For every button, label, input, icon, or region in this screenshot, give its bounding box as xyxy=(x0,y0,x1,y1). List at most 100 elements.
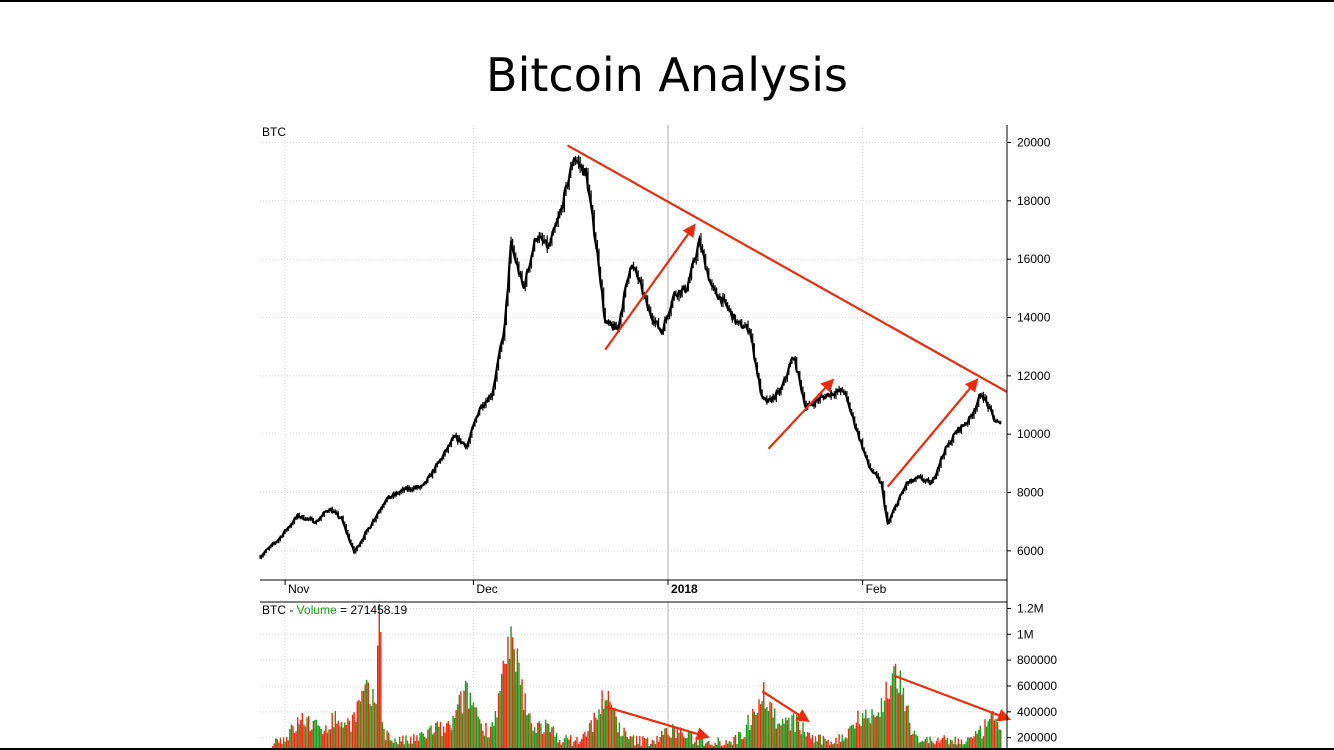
volume-bar xyxy=(670,737,672,748)
volume-bar xyxy=(373,702,376,748)
volume-bar xyxy=(766,707,768,748)
volume-bar xyxy=(537,723,539,748)
volume-bar xyxy=(692,744,694,748)
volume-bar xyxy=(554,736,556,748)
volume-bar xyxy=(879,716,881,748)
volume-bar xyxy=(643,737,646,748)
volume-bar xyxy=(952,743,955,748)
volume-bar xyxy=(577,743,580,748)
volume-bar xyxy=(708,741,710,748)
volume-bar xyxy=(405,735,407,748)
volume-bar xyxy=(428,727,431,748)
volume-bar xyxy=(910,735,912,748)
volume-bar xyxy=(844,737,847,748)
volume-bar xyxy=(480,723,482,748)
volume-bar xyxy=(278,742,280,748)
volume-bar xyxy=(850,725,853,748)
volume-bar xyxy=(817,734,820,748)
volume-bar xyxy=(725,739,727,748)
x-tick-label: Feb xyxy=(866,582,887,596)
volume-bar xyxy=(362,690,365,748)
volume-bar xyxy=(544,719,547,748)
volume-bar xyxy=(777,723,779,748)
volume-bar xyxy=(836,743,839,748)
volume-bar xyxy=(317,725,319,748)
volume-bar xyxy=(763,682,765,748)
volume-trend-arrow xyxy=(893,674,1012,722)
volume-bar xyxy=(701,737,704,748)
volume-bar xyxy=(662,734,665,748)
volume-bar xyxy=(420,731,423,748)
volume-bar xyxy=(342,727,344,748)
volume-bar xyxy=(706,741,708,748)
volume-bar xyxy=(883,700,886,748)
volume-bar xyxy=(339,726,341,748)
volume-bar xyxy=(890,685,892,748)
volume-bar xyxy=(656,735,658,748)
volume-label-value: 271458.19 xyxy=(350,603,407,617)
volume-bar xyxy=(675,738,677,748)
volume-bar xyxy=(367,682,369,748)
volume-bar xyxy=(355,721,357,748)
volume-bar xyxy=(471,705,473,748)
volume-bar xyxy=(852,724,854,748)
volume-bar xyxy=(582,733,584,748)
volume-bar xyxy=(576,736,578,748)
volume-bar xyxy=(858,724,861,748)
volume-bar xyxy=(361,690,363,748)
volume-bar xyxy=(408,743,410,748)
volume-bar xyxy=(778,723,781,748)
volume-bar xyxy=(398,736,401,748)
volume-bar xyxy=(963,744,966,748)
annotations xyxy=(567,144,1012,741)
volume-bar xyxy=(753,711,756,748)
volume-bar xyxy=(888,699,891,748)
volume-bar xyxy=(461,713,464,748)
volume-bar xyxy=(620,736,622,748)
volume-bar xyxy=(800,734,803,748)
volume-bar xyxy=(406,740,409,748)
volume-bar xyxy=(954,736,956,748)
volume-bar xyxy=(560,744,563,748)
volume-bar xyxy=(956,744,958,748)
volume-bar xyxy=(615,716,617,748)
volume-bar xyxy=(634,745,636,748)
volume-bar xyxy=(455,710,457,748)
volume-bar xyxy=(825,741,828,748)
volume-bar xyxy=(697,745,699,748)
volume-bar xyxy=(865,709,867,748)
volume-bar xyxy=(521,679,523,748)
volume-bar xyxy=(303,724,305,748)
volume-bar xyxy=(510,626,512,748)
volume-bar xyxy=(984,719,986,748)
volume-bar xyxy=(929,736,931,748)
volume-bar xyxy=(322,734,324,748)
volume-bar xyxy=(847,728,850,748)
volume-bar xyxy=(681,732,683,748)
volume-bar xyxy=(325,725,327,748)
volume-bar xyxy=(687,730,690,748)
volume-bar xyxy=(803,732,806,748)
volume-bar xyxy=(982,736,985,748)
volume-bar xyxy=(376,645,379,748)
volume-bar xyxy=(568,739,570,748)
volume-bar xyxy=(631,736,633,748)
volume-bar xyxy=(284,741,286,748)
volume-bar xyxy=(482,730,484,748)
volume-bar xyxy=(351,714,354,748)
volume-bar xyxy=(323,730,326,748)
volume-tick-label: 1.2M xyxy=(1017,601,1044,615)
volume-bar xyxy=(334,711,337,748)
volume-bar xyxy=(726,743,729,748)
volume-bar xyxy=(802,722,804,748)
volume-bar xyxy=(945,739,947,748)
volume-bar xyxy=(397,744,399,748)
volume-bar xyxy=(562,742,564,748)
volume-bar xyxy=(486,737,489,748)
volume-bar xyxy=(395,742,398,748)
price-tick-label: 14000 xyxy=(1017,311,1051,325)
volume-bar xyxy=(403,744,406,748)
volume-bar xyxy=(703,745,705,748)
volume-bar xyxy=(604,700,606,748)
